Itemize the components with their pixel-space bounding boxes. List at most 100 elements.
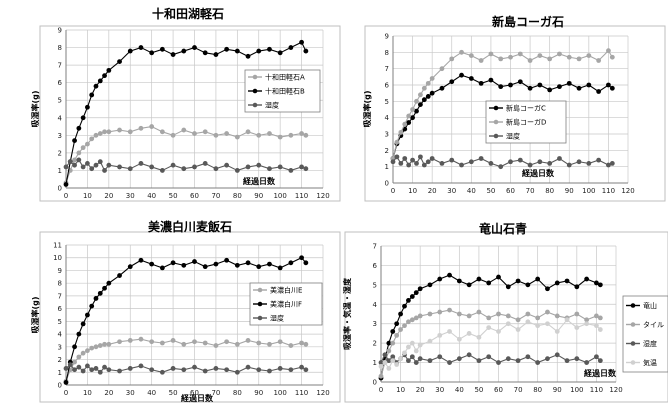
data-point [390, 354, 396, 360]
data-point [378, 360, 384, 365]
data-point [496, 329, 501, 334]
x-tick-label: 20 [104, 192, 113, 200]
data-point [447, 272, 452, 278]
data-point [468, 76, 474, 81]
data-point [106, 341, 112, 347]
x-axis-label: 経過日数 [584, 368, 617, 378]
series-1 [378, 272, 603, 381]
data-point [76, 364, 82, 370]
data-point [234, 262, 240, 268]
data-point [202, 161, 208, 166]
data-point [439, 161, 445, 166]
data-point [498, 84, 504, 90]
y-tick-label: 3 [373, 320, 377, 328]
x-tick-label: 60 [506, 187, 515, 195]
data-point [245, 129, 251, 135]
legend-swatch-marker [493, 119, 499, 125]
legend-swatch-marker [257, 287, 263, 293]
data-point [245, 338, 251, 343]
data-point [127, 48, 133, 54]
data-point [138, 363, 144, 369]
data-point [468, 53, 474, 58]
data-point [256, 48, 262, 54]
legend-swatch-marker [630, 303, 636, 308]
data-point [488, 161, 494, 166]
data-point [224, 162, 230, 168]
data-point [449, 79, 455, 85]
data-point [584, 360, 590, 365]
data-point [557, 51, 562, 57]
data-point [566, 80, 572, 86]
data-point [117, 127, 122, 133]
y-tick-label: 3 [58, 343, 62, 351]
legend: 新島コーガC 新島コーガD 湿度 [485, 100, 567, 144]
data-point [80, 164, 86, 170]
y-tick-label: 7 [58, 62, 62, 70]
data-point [459, 49, 464, 55]
data-point [213, 366, 219, 371]
data-point [596, 157, 602, 163]
data-point [515, 358, 521, 364]
data-point [554, 352, 560, 358]
x-tick-label: 40 [455, 386, 464, 394]
data-point [554, 280, 560, 286]
x-tick-label: 90 [254, 389, 263, 397]
data-point [72, 367, 77, 373]
data-point [390, 340, 396, 346]
series-3 [63, 362, 309, 375]
data-point [576, 85, 582, 91]
data-point [398, 327, 403, 332]
data-point [93, 162, 99, 168]
data-point [224, 46, 230, 52]
data-point [527, 162, 533, 168]
data-point [476, 334, 482, 340]
data-point [234, 341, 240, 347]
data-point [429, 156, 435, 161]
data-point [537, 82, 543, 88]
data-point [89, 303, 95, 309]
legend-entry-label: 美濃白川F [270, 300, 302, 309]
legend-entry-label: 湿度 [643, 339, 657, 348]
data-point [554, 329, 560, 334]
data-point [525, 282, 531, 288]
y-tick-label: 0 [58, 185, 62, 193]
data-point [437, 276, 443, 282]
data-point [382, 352, 388, 358]
data-point [409, 317, 415, 323]
data-point [267, 166, 272, 172]
data-point [299, 364, 304, 370]
data-point [597, 327, 603, 332]
data-point [72, 344, 77, 350]
series-2 [63, 255, 309, 385]
data-point [299, 39, 304, 45]
data-point [386, 340, 392, 346]
data-point [527, 58, 533, 63]
y-tick-label: 4 [385, 114, 390, 122]
legend-entry-label: 竜山 [643, 301, 657, 310]
y-tick-label: 6 [373, 262, 378, 270]
x-tick-label: 100 [582, 187, 595, 195]
data-point [192, 364, 197, 370]
data-point [525, 311, 531, 317]
x-tick-label: 10 [396, 386, 405, 394]
data-point [418, 154, 423, 160]
data-point [159, 265, 165, 271]
data-point [303, 260, 309, 266]
data-point [596, 58, 602, 63]
data-point [486, 280, 492, 286]
y-tick-label: 2 [385, 147, 389, 155]
data-point [406, 113, 412, 119]
data-point [234, 369, 240, 375]
data-point [93, 296, 99, 301]
data-point [277, 50, 283, 56]
data-point [170, 52, 176, 57]
data-point [525, 319, 531, 325]
data-point [93, 366, 99, 371]
data-point [398, 356, 403, 362]
legend-entry-label: 湿度 [270, 314, 284, 323]
x-tick-label: 110 [602, 187, 615, 195]
data-point [224, 131, 230, 136]
